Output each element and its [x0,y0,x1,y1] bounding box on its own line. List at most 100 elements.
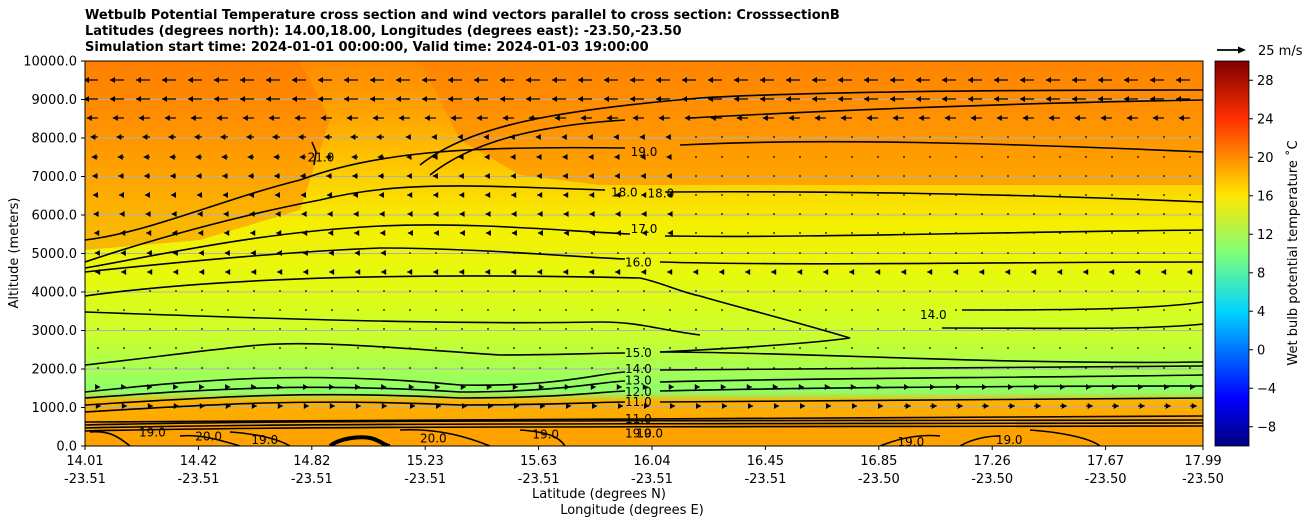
wind-vector-head [745,269,751,275]
wind-vector-head [1150,96,1155,102]
colorbar-tick-label: 0 [1257,343,1265,358]
wind-vector-head [578,96,583,102]
wind-vector-head [1152,115,1158,121]
wind-vector-head [1072,96,1077,102]
wind-vector-head [665,134,671,140]
wind-vector [929,367,931,369]
wind-vector [799,347,801,349]
wind-vector [825,367,827,369]
wind-vector [149,367,151,369]
wind-vector-head [1187,269,1193,275]
wind-vector [955,328,957,330]
wind-vector-head [147,269,153,275]
wind-vector-head [199,384,205,390]
wind-vector [747,175,749,177]
wind-vector-head [694,384,700,390]
wind-vector-head [408,384,414,390]
colorbar-tick-label: 16 [1257,189,1274,204]
wind-vector [97,367,99,369]
wind-vector-head [197,211,203,217]
wind-vector [1163,252,1165,254]
wind-vector-head [274,173,280,179]
x-tick-label-lon: -23.50 [971,472,1013,487]
wind-vector [331,309,333,311]
wind-vector-head [537,230,543,236]
wind-vector-head [1074,115,1080,121]
wind-vector-head [194,134,200,140]
y-tick-label: 6000.0 [32,209,78,224]
wind-vector [253,290,255,292]
wind-vector [1085,175,1087,177]
wind-vector-head [1031,269,1037,275]
wind-vector-head [1126,115,1132,121]
wind-vector-head [927,269,933,275]
wind-vector-head [247,154,253,160]
wind-vector-head [168,134,174,140]
wind-vector [1189,252,1191,254]
wind-vector-head [117,154,123,160]
wind-vector-head [240,77,245,83]
wind-vector-head [589,269,595,275]
wind-vector [1085,309,1087,311]
contour-label: 19.0 [636,426,663,440]
wind-vector-head [823,269,829,275]
wind-vector [461,367,463,369]
contour-line [85,185,606,263]
wind-vector [929,347,931,349]
wind-vector-head [512,384,518,390]
wind-vector-head [303,384,309,390]
wind-vector [747,213,749,215]
wind-vector-head [196,192,202,198]
contour-label: 19.0 [532,427,559,441]
wind-vector-head [526,77,531,83]
wind-vector-head [242,115,248,121]
wind-vector-head [956,384,962,390]
contour-line [961,301,1203,311]
warmest-upper-left-region [85,61,330,250]
wind-vector-head [563,211,569,217]
wind-vector-head [220,134,226,140]
wind-vector [149,328,151,330]
wind-vector-head [329,403,335,409]
wind-vector-head [864,96,869,102]
wind-vector [1189,309,1191,311]
wind-vector [643,328,645,330]
wind-vector [1189,347,1191,349]
wind-vector-head [838,96,843,102]
wind-vector [955,232,957,234]
wind-vector-head [931,403,937,409]
wind-vector [799,367,801,369]
wind-vector-head [169,154,175,160]
wind-vector [1059,347,1061,349]
wind-vector [591,290,593,292]
wind-vector-head [147,384,153,390]
wind-vector [1163,309,1165,311]
wind-vector [721,232,723,234]
wind-vector-head [352,192,358,198]
wind-vector-head [644,403,650,409]
wind-vector-head [875,269,881,275]
wind-vector-head [344,96,349,102]
wind-vector [825,347,827,349]
wind-vector [643,252,645,254]
wind-vector [643,290,645,292]
wind-vector [201,309,203,311]
contour-line [89,430,131,446]
wind-vector-head [355,269,361,275]
wind-vector [773,232,775,234]
contour-line [85,275,701,297]
wind-vector-head [222,173,228,179]
colorbar-label: Wet bulb potential temperature ˚C [1285,140,1301,365]
wind-vector-head [1034,384,1040,390]
wind-vector [513,290,515,292]
wind-vector-head [251,384,257,390]
wind-vector [461,347,463,349]
wind-vector-head [500,96,505,102]
wind-vector-head [424,115,430,121]
wind-vector-head [91,154,97,160]
wind-vector [383,347,385,349]
wind-vector [981,232,983,234]
wind-vector-head [693,269,699,275]
wind-vector-head [448,96,453,102]
